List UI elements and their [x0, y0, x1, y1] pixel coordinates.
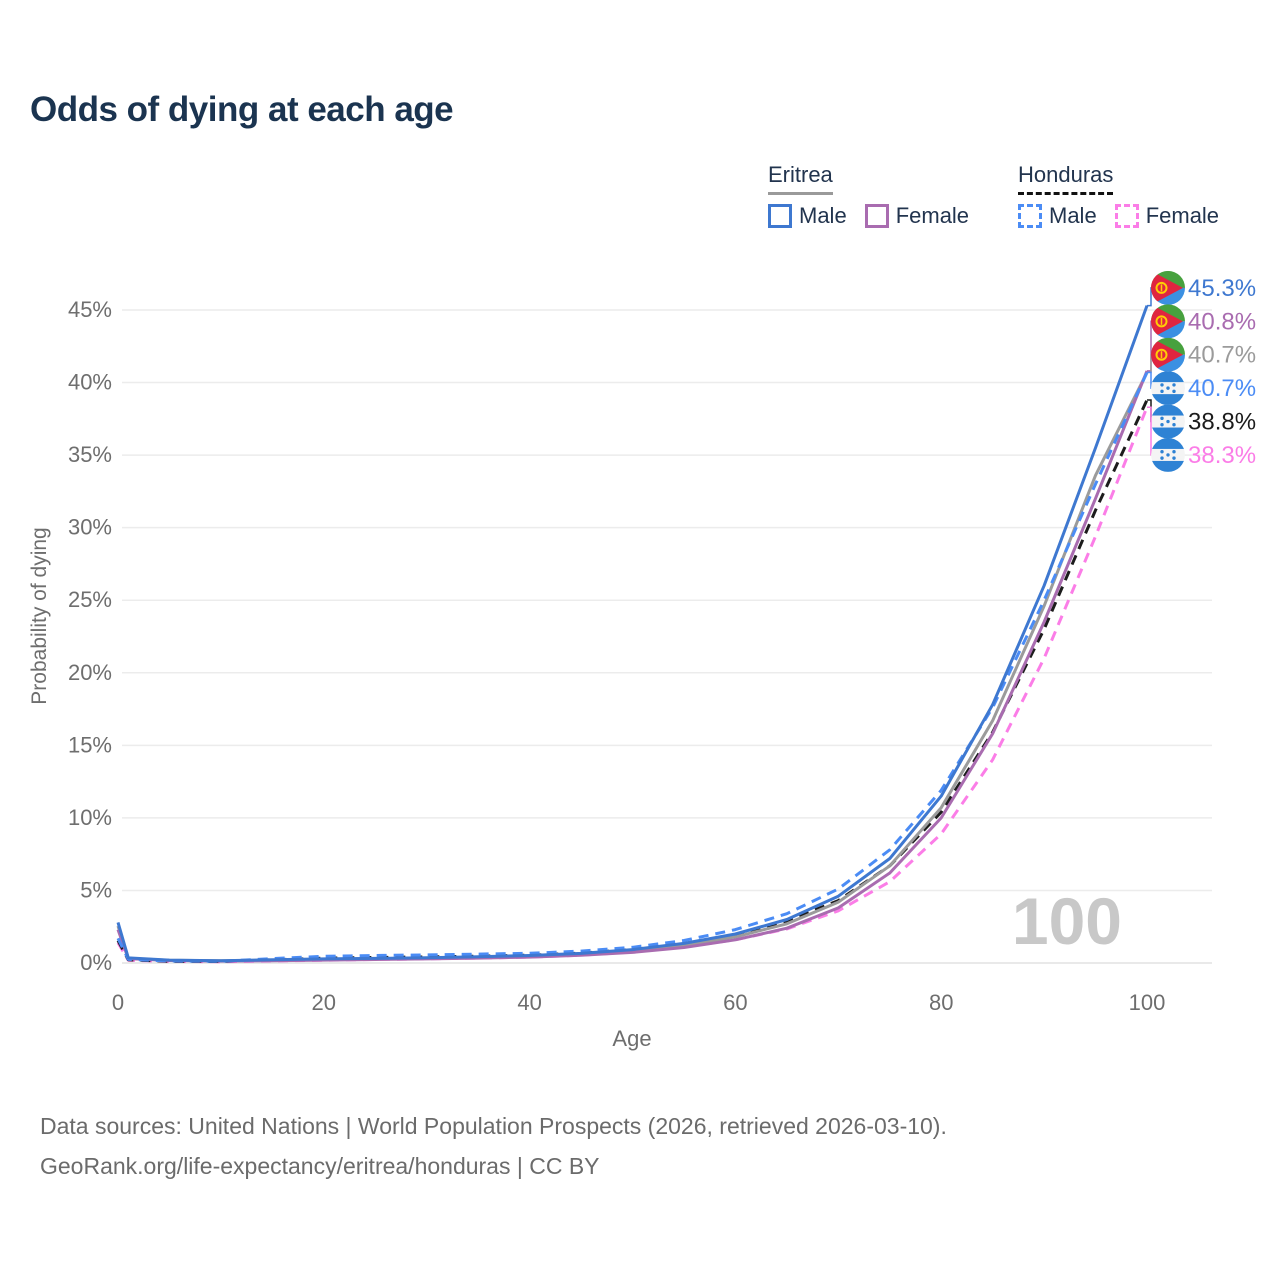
legend-item-honduras-male[interactable]: Male: [1018, 203, 1097, 229]
series-line-eritrea-male[interactable]: [116, 305, 1149, 963]
end-value-label-honduras-both: 38.8%: [1188, 409, 1256, 436]
y-tick-label: 35%: [68, 442, 112, 467]
y-tick-label: 45%: [68, 297, 112, 322]
eritrea-flag-icon: [1151, 304, 1185, 339]
legend-item-label: Male: [799, 203, 847, 228]
eritrea-flag-icon: [1151, 270, 1185, 305]
y-tick-label: 40%: [68, 370, 112, 395]
series-line-eritrea-both[interactable]: [116, 371, 1149, 963]
x-tick-label: 0: [112, 990, 124, 1015]
legend-item-honduras-female[interactable]: Female: [1114, 203, 1220, 229]
honduras-flag-icon: [1151, 437, 1185, 472]
y-tick-label: 0%: [80, 950, 112, 975]
y-axis-title: Probability of dying: [28, 527, 51, 704]
y-tick-label: 25%: [68, 587, 112, 612]
x-tick-label: 80: [929, 990, 953, 1015]
chart-canvas: 0% 5% 10% 15% 20% 25% 30% 35% 40% 45% 0 20 40 60 80 100…: [28, 270, 1256, 1051]
footer-data-sources: Data sources: United Nations | World Pop…: [40, 1113, 947, 1139]
series-line-eritrea-female[interactable]: [116, 370, 1149, 963]
y-tick-label: 15%: [68, 732, 112, 757]
legend-item-label: Female: [1145, 203, 1220, 228]
x-tick-label: 100: [1129, 990, 1166, 1015]
honduras-flag-icon: [1151, 404, 1185, 439]
end-value-label-eritrea-male: 45.3%: [1188, 275, 1256, 302]
end-value-label-honduras-female: 38.3%: [1188, 442, 1256, 469]
series-line-honduras-both[interactable]: [116, 399, 1149, 963]
x-axis-title: Age: [612, 1026, 651, 1051]
honduras-male-swatch-icon: [1018, 204, 1042, 228]
footer: Data sources: United Nations | World Pop…: [40, 1106, 947, 1186]
series-line-honduras-female[interactable]: [116, 406, 1149, 964]
y-tick-label: 10%: [68, 805, 112, 830]
footer-attribution: GeoRank.org/life-expectancy/eritrea/hond…: [40, 1153, 600, 1179]
age-counter-watermark: 100: [1012, 884, 1122, 958]
y-tick-label: 5%: [80, 877, 112, 902]
legend-group-eritrea: Eritrea Male Female: [768, 162, 969, 229]
eritrea-flag-icon: [1151, 337, 1185, 372]
legend-group-honduras: Honduras Male Female: [1018, 162, 1219, 229]
x-tick-label: 20: [312, 990, 336, 1015]
series-line-honduras-male[interactable]: [116, 371, 1149, 963]
y-tick-label: 30%: [68, 515, 112, 540]
legend-item-eritrea-female[interactable]: Female: [864, 203, 970, 229]
eritrea-male-swatch-icon: [768, 204, 792, 228]
honduras-flag-icon: [1151, 371, 1185, 406]
legend-item-label: Female: [895, 203, 970, 228]
legend-item-eritrea-male[interactable]: Male: [768, 203, 847, 229]
legend-item-label: Male: [1049, 203, 1097, 228]
honduras-female-swatch-icon: [1114, 204, 1139, 228]
legend-header-eritrea[interactable]: Eritrea: [768, 162, 833, 195]
end-value-label-eritrea-both: 40.7%: [1188, 342, 1256, 369]
x-tick-label: 60: [723, 990, 747, 1015]
page-title: Odds of dying at each age: [30, 90, 454, 129]
legend-header-honduras[interactable]: Honduras: [1018, 162, 1114, 195]
end-value-label-eritrea-female: 40.8%: [1188, 308, 1256, 335]
end-value-label-honduras-male: 40.7%: [1188, 375, 1256, 402]
y-tick-label: 20%: [68, 660, 112, 685]
x-tick-label: 40: [517, 990, 541, 1015]
eritrea-female-swatch-icon: [864, 204, 889, 228]
